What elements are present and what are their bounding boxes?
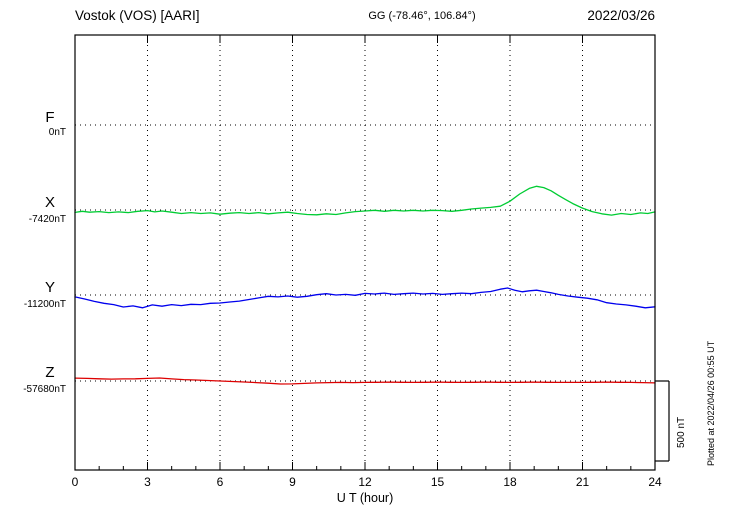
x-tick-label: 3 [144, 475, 151, 489]
x-tick-label: 6 [217, 475, 224, 489]
x-tick-label: 12 [358, 475, 372, 489]
station-title: Vostok (VOS) [AARI] [75, 8, 200, 23]
x-tick-label: 9 [289, 475, 296, 489]
x-tick-label: 0 [72, 475, 79, 489]
scale-bar-label: 500 nT [676, 417, 687, 448]
component-label-y: Y [45, 279, 55, 296]
component-label-x: X [45, 194, 55, 211]
x-tick-label: 24 [648, 475, 662, 489]
component-label-z: Z [45, 364, 54, 381]
plotted-at-note: Plotted at 2022/04/26 00:55 UT [706, 340, 716, 466]
baseline-value-f: 0nT [49, 127, 66, 138]
component-label-f: F [45, 109, 54, 126]
chart-generated-layer: 0 3 6 9 12 15 18 21 24 [72, 34, 670, 489]
date-label: 2022/03/26 [587, 8, 655, 23]
x-axis-title: U T (hour) [337, 491, 394, 505]
x-tick-label: 18 [503, 475, 517, 489]
trace-x [74, 185, 656, 216]
baseline-value-x: -7420nT [29, 214, 66, 225]
baseline-value-z: -57680nT [23, 384, 66, 395]
geographic-coords-label: GG (-78.46°, 106.84°) [368, 10, 475, 22]
trace-y [74, 287, 656, 309]
x-tick-label: 21 [576, 475, 590, 489]
baseline-value-y: -11200nT [24, 299, 66, 310]
x-tick-label: 15 [431, 475, 445, 489]
trace-z [74, 377, 656, 385]
plot-border [74, 34, 656, 471]
